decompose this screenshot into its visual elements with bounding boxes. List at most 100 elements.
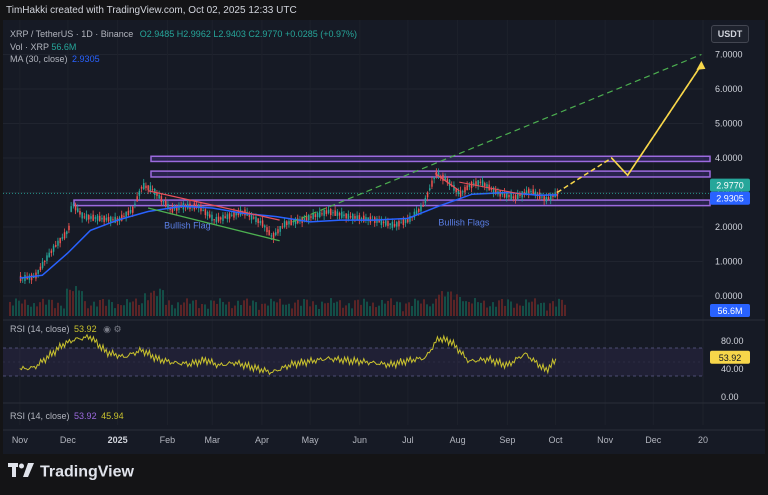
volume-bar — [147, 300, 149, 316]
candle-body — [550, 194, 552, 201]
chart-canvas[interactable]: Bullish Flag Bullish Flags Nov Dec 2025 Feb M… — [3, 20, 765, 454]
candle-body — [99, 215, 101, 221]
candle-body — [332, 212, 334, 214]
volume-bar — [21, 303, 23, 316]
candle-body — [77, 208, 79, 212]
volume-bar — [12, 305, 14, 316]
chart-panel[interactable]: Bullish Flag Bullish Flags Nov Dec 2025 Feb M… — [3, 20, 765, 454]
candle-body — [283, 221, 286, 228]
eye-icon[interactable]: ◉ — [103, 324, 111, 334]
candle-body — [204, 209, 207, 216]
x-tick-label: Aug — [450, 435, 466, 445]
volume-bar — [240, 304, 242, 316]
volume-bar — [297, 299, 299, 316]
volume-bar — [144, 293, 146, 316]
candle-body — [508, 194, 510, 198]
volume-bar — [249, 305, 251, 316]
candle-body — [59, 238, 61, 244]
price-badge: 2.9770 — [716, 181, 744, 191]
ma-value: 2.9305 — [72, 54, 100, 64]
candle-body — [396, 222, 398, 227]
axes: Nov Dec 2025 Feb Mar Apr May Jun Jul Aug Sep Oct Nov… — [3, 50, 765, 445]
candle-body — [226, 214, 229, 220]
x-tick-label: Sep — [499, 435, 515, 445]
candle-body — [556, 191, 559, 197]
candle-body — [290, 219, 292, 226]
candle-body — [398, 220, 400, 227]
candle-body — [413, 211, 416, 218]
candle-body — [448, 180, 451, 186]
candle-body — [48, 252, 50, 258]
candle-body — [349, 216, 352, 218]
volume-bar — [75, 286, 77, 316]
symbol-label[interactable]: XRP / TetherUS · 1D · Binance — [10, 29, 134, 39]
candle-body — [68, 225, 70, 231]
settings-icon[interactable]: ⚙ — [113, 324, 122, 334]
volume-bar — [60, 305, 62, 316]
candle-body — [121, 214, 123, 221]
tradingview-logo[interactable]: TradingView — [8, 463, 134, 482]
ma-label[interactable]: MA (30, close) — [10, 54, 68, 64]
candle-body — [288, 221, 290, 225]
volume-bar — [351, 308, 353, 316]
candle-body — [341, 211, 343, 218]
volume-bar — [405, 303, 407, 316]
rsi-label[interactable]: RSI (14, close) — [10, 324, 70, 334]
candle-body — [503, 192, 506, 198]
volume-bar — [54, 308, 56, 316]
volume-bar — [99, 299, 101, 316]
candle-body — [165, 200, 167, 207]
volume-bar — [471, 303, 473, 316]
volume-bar — [213, 300, 215, 316]
volume-bar — [207, 308, 209, 316]
volume-bar — [30, 306, 32, 316]
volume-bar — [432, 303, 434, 316]
candle-body — [547, 197, 550, 200]
currency-button[interactable]: USDT — [711, 25, 749, 43]
candle-body — [147, 185, 149, 190]
candle-body — [145, 185, 147, 189]
candle-body — [275, 232, 277, 236]
volume-bar — [354, 300, 356, 316]
volume-bar — [87, 308, 89, 316]
candle-body — [228, 213, 231, 219]
volume-bar — [366, 301, 368, 316]
candle-body — [268, 230, 270, 236]
volume-bar — [42, 298, 44, 316]
volume-bar — [393, 305, 395, 316]
volume-bar — [63, 308, 65, 316]
candle-body — [532, 189, 534, 196]
volume-bar — [513, 307, 515, 316]
volume-bar — [222, 301, 224, 316]
volume-legend: Vol · XRP 56.6M — [10, 42, 76, 52]
tradingview-logo-icon — [8, 463, 34, 482]
x-tick-label: 20 — [698, 435, 708, 445]
rsi-label-2[interactable]: RSI (14, close) — [10, 411, 70, 421]
volume-bar — [348, 303, 350, 316]
volume-bar — [66, 288, 68, 316]
candle-body — [305, 215, 308, 221]
candle-body — [517, 193, 519, 199]
x-tick-label: Dec — [645, 435, 662, 445]
candle-body — [57, 240, 59, 246]
volume-bar — [231, 308, 233, 316]
candle-body — [294, 218, 297, 225]
volume-label[interactable]: Vol · XRP — [10, 42, 49, 52]
candle-body — [336, 211, 339, 216]
candle-body — [257, 218, 259, 224]
volume-bar — [111, 302, 113, 316]
candle-body — [279, 226, 281, 232]
volume-bar — [453, 299, 455, 316]
candle-body — [217, 216, 220, 222]
rsi-value-1: 53.92 — [74, 411, 97, 421]
candle-body — [358, 215, 361, 221]
volume-bar — [81, 291, 83, 316]
candle-body — [400, 222, 402, 224]
candle-body — [380, 218, 383, 225]
volume-bar — [228, 301, 230, 316]
candle-body — [510, 193, 512, 200]
volume-bar — [531, 301, 533, 316]
candle-body — [429, 188, 431, 191]
volume-bar — [552, 301, 554, 316]
candle-body — [464, 187, 466, 193]
